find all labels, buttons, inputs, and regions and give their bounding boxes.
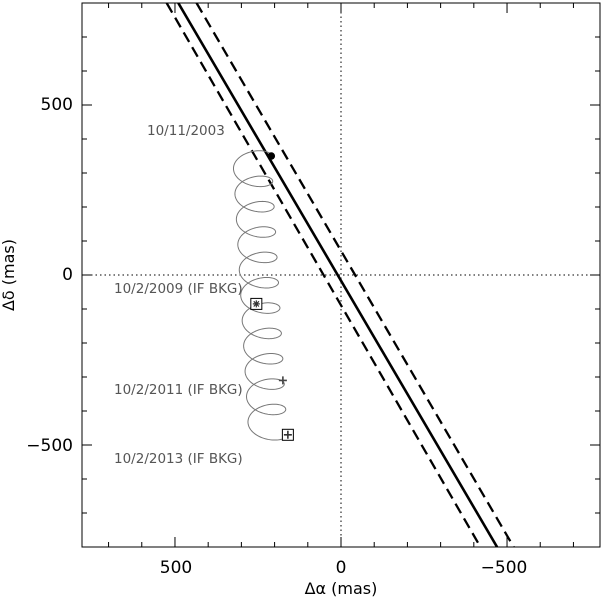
annotation-2011: 10/2/2011 (IF BKG) bbox=[114, 382, 243, 398]
annotation-2013: 10/2/2013 (IF BKG) bbox=[114, 451, 243, 467]
parallax-track bbox=[232, 150, 288, 441]
y-tick-label-0: 0 bbox=[62, 265, 73, 285]
marker-layer bbox=[250, 152, 294, 441]
marker-10-2-2013-glyph bbox=[283, 430, 292, 439]
marker-10-2-2009 bbox=[250, 297, 263, 310]
marker-10-2-2011 bbox=[278, 376, 287, 385]
y-tick-label-500: 500 bbox=[41, 95, 73, 115]
x-tick-label-minus-500: −500 bbox=[481, 558, 528, 578]
marker-10-2-2009-glyph bbox=[252, 300, 260, 308]
marker-10-2-2013 bbox=[281, 428, 294, 441]
x-axis-title: Δα (mas) bbox=[305, 579, 378, 598]
solid-line-0 bbox=[177, 3, 499, 547]
dashed-line-1 bbox=[195, 3, 515, 547]
axis-ticks bbox=[82, 3, 600, 547]
y-tick-label-minus-500: −500 bbox=[26, 436, 73, 456]
x-tick-label-0: 0 bbox=[336, 558, 347, 578]
dashed-line-2 bbox=[165, 3, 482, 547]
y-axis-title: Δδ (mas) bbox=[0, 239, 18, 311]
track-layer bbox=[232, 150, 288, 441]
reference-lines bbox=[82, 3, 600, 547]
series-layer bbox=[165, 3, 515, 547]
annotation-2003: 10/11/2003 bbox=[147, 123, 225, 139]
annotation-2009: 10/2/2009 (IF BKG) bbox=[114, 281, 243, 297]
x-tick-label-500: 500 bbox=[160, 558, 192, 578]
marker-10-11-2003 bbox=[267, 152, 276, 160]
